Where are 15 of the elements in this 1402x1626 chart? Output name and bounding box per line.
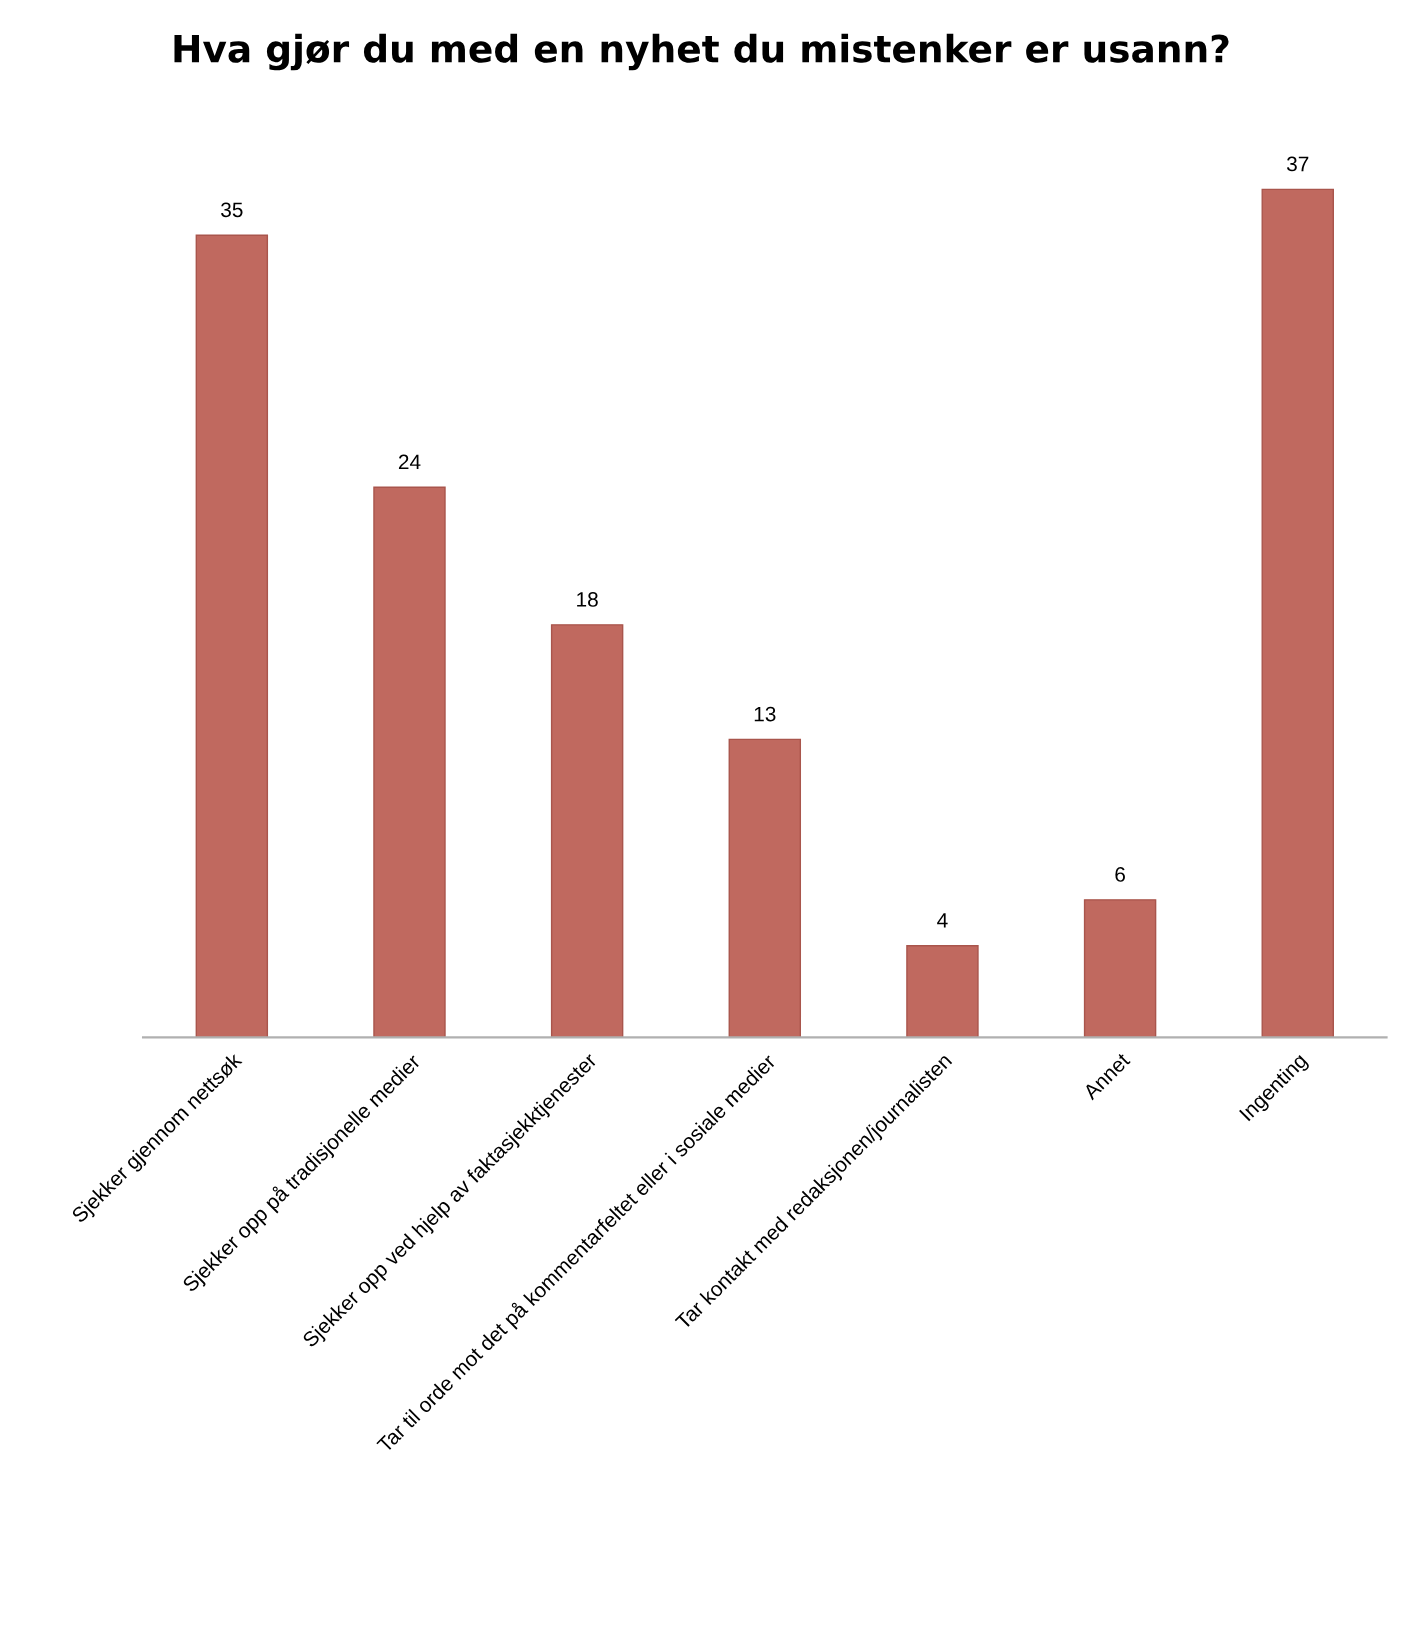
data-label: 37 [1286,156,1309,172]
bar [195,234,269,1038]
bar [1083,899,1157,1038]
bar [550,624,624,1038]
data-label: 6 [1115,867,1125,882]
bar [906,945,979,1038]
chart-title: Hva gjør du med en nyhet du mistenker er usann? [174,33,1229,71]
bar [373,486,446,1038]
data-label: 13 [754,706,776,722]
data-label: 35 [221,202,243,218]
data-label: 24 [398,454,421,470]
bar [728,738,802,1038]
data-label: 18 [577,592,598,607]
bar [1261,188,1334,1038]
data-label: 4 [937,913,948,928]
